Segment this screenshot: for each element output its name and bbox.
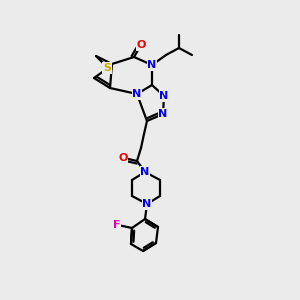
Text: O: O	[118, 153, 128, 163]
Text: O: O	[136, 40, 146, 50]
Text: N: N	[158, 109, 168, 119]
Text: N: N	[142, 199, 152, 209]
Text: N: N	[132, 89, 142, 99]
Text: F: F	[113, 220, 121, 230]
Text: S: S	[103, 63, 111, 73]
Text: N: N	[159, 91, 169, 101]
Text: N: N	[147, 60, 157, 70]
Text: N: N	[140, 167, 150, 177]
